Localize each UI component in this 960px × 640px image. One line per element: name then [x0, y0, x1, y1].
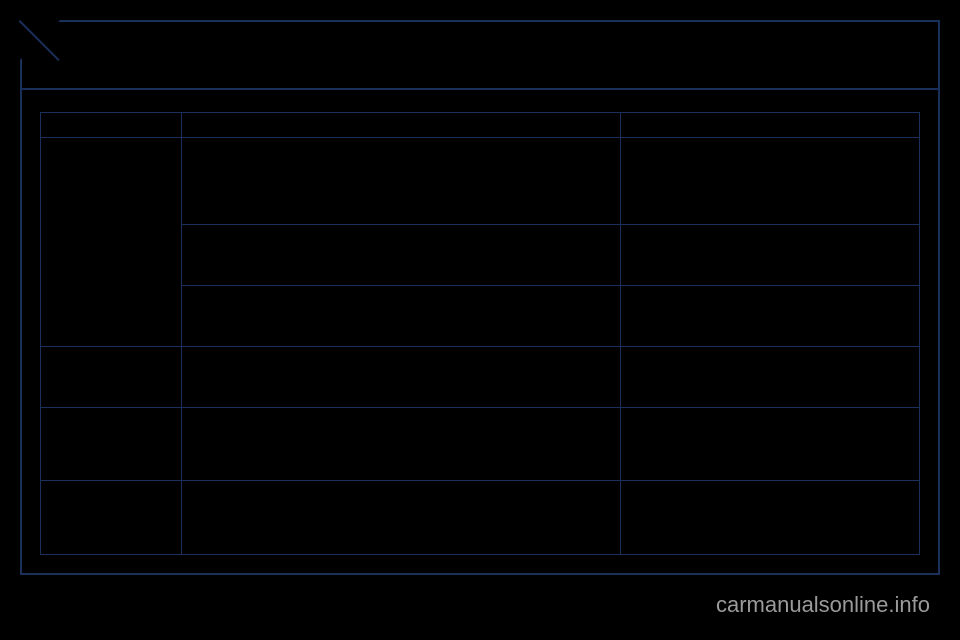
table-cell — [621, 285, 920, 346]
table-cell — [41, 481, 182, 555]
table-row — [41, 407, 920, 481]
table-cell — [41, 138, 182, 346]
header-cell — [621, 113, 920, 138]
data-table — [40, 112, 920, 555]
table-cell — [181, 285, 621, 346]
table-cell — [181, 481, 621, 555]
table-row — [41, 346, 920, 407]
table-header-row — [41, 113, 920, 138]
table-cell — [621, 224, 920, 285]
table-cell — [181, 224, 621, 285]
table-row — [41, 481, 920, 555]
table-cell — [181, 346, 621, 407]
table-cell — [41, 346, 182, 407]
corner-diagonal — [20, 20, 60, 60]
header-cell — [41, 113, 182, 138]
table-cell — [41, 407, 182, 481]
table-cell — [181, 407, 621, 481]
header-band — [22, 22, 938, 90]
table-cell — [621, 481, 920, 555]
table-row — [41, 138, 920, 224]
table-container — [40, 112, 920, 555]
table-cell — [181, 138, 621, 224]
header-cell — [181, 113, 621, 138]
table-cell — [621, 407, 920, 481]
table-cell — [621, 346, 920, 407]
watermark-text: carmanualsonline.info — [716, 592, 930, 618]
table-cell — [621, 138, 920, 224]
page-frame — [20, 20, 940, 575]
